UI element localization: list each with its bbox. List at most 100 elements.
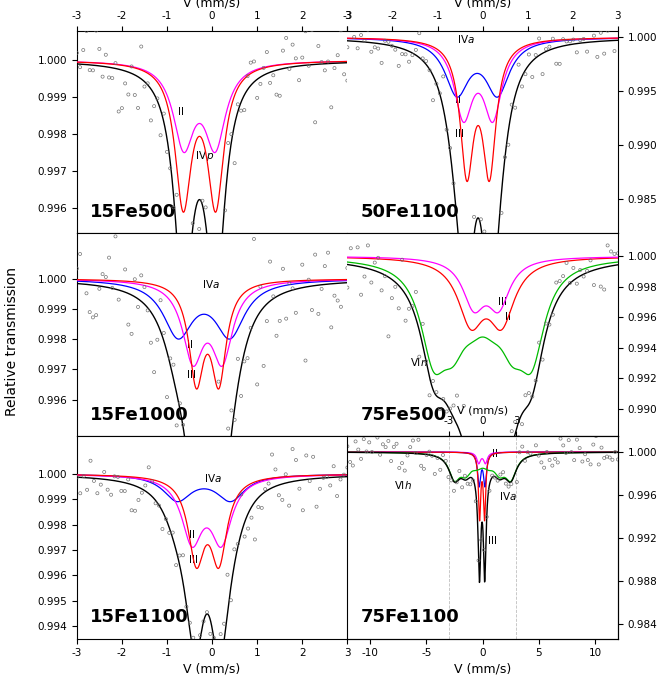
Point bbox=[75, 249, 86, 260]
Point bbox=[489, 273, 500, 284]
Point bbox=[300, 355, 311, 366]
Point bbox=[130, 505, 140, 516]
Point bbox=[200, 486, 211, 497]
Text: n: n bbox=[420, 358, 427, 368]
Point bbox=[157, 524, 168, 535]
Point bbox=[571, 47, 582, 58]
Point bbox=[430, 469, 440, 479]
Point bbox=[287, 283, 298, 294]
Point bbox=[520, 456, 530, 466]
Point bbox=[197, 518, 208, 529]
Point bbox=[527, 391, 538, 402]
Point bbox=[171, 420, 182, 431]
Text: a: a bbox=[215, 474, 221, 484]
Point bbox=[496, 208, 507, 219]
Point bbox=[178, 419, 188, 430]
Point bbox=[345, 242, 356, 253]
Text: a: a bbox=[509, 492, 516, 502]
Point bbox=[509, 490, 520, 501]
Point bbox=[602, 451, 613, 462]
Point bbox=[563, 434, 574, 445]
Point bbox=[588, 439, 599, 450]
Point bbox=[207, 285, 218, 296]
Point bbox=[438, 393, 449, 404]
Point bbox=[369, 430, 380, 441]
Point bbox=[421, 356, 432, 367]
Point bbox=[218, 618, 229, 629]
X-axis label: V (mm/s): V (mm/s) bbox=[457, 406, 508, 415]
Point bbox=[432, 453, 443, 464]
Point bbox=[376, 285, 387, 296]
Point bbox=[236, 489, 246, 500]
Point bbox=[582, 46, 593, 57]
Point bbox=[259, 361, 269, 372]
Text: 15Fe1000: 15Fe1000 bbox=[90, 406, 189, 424]
Point bbox=[578, 33, 589, 44]
Point bbox=[335, 25, 346, 36]
Point bbox=[205, 628, 216, 639]
Point bbox=[178, 550, 188, 561]
Point bbox=[345, 24, 356, 35]
Point bbox=[291, 454, 301, 465]
Point bbox=[385, 456, 396, 466]
Point bbox=[263, 478, 274, 489]
Point bbox=[181, 601, 192, 612]
Point bbox=[284, 64, 295, 74]
Point bbox=[403, 56, 414, 67]
Point bbox=[359, 36, 370, 46]
Point bbox=[393, 303, 404, 313]
Point bbox=[88, 65, 98, 76]
Point bbox=[333, 295, 343, 306]
Point bbox=[394, 462, 405, 473]
Point bbox=[168, 359, 179, 370]
Point bbox=[610, 447, 621, 458]
Point bbox=[361, 446, 372, 457]
Point bbox=[136, 41, 146, 52]
Point bbox=[367, 447, 377, 458]
Point bbox=[339, 213, 349, 224]
Point bbox=[75, 61, 86, 72]
Point bbox=[257, 503, 267, 514]
Point bbox=[252, 379, 263, 390]
Point bbox=[527, 72, 538, 83]
Point bbox=[566, 447, 576, 458]
Point bbox=[242, 70, 253, 81]
Point bbox=[297, 52, 308, 63]
Text: II: II bbox=[505, 312, 511, 322]
Point bbox=[120, 486, 130, 497]
Point bbox=[144, 462, 154, 473]
Point bbox=[184, 281, 195, 292]
Point bbox=[421, 55, 432, 66]
Point bbox=[181, 269, 192, 280]
Point bbox=[150, 498, 161, 509]
Point bbox=[438, 449, 448, 460]
Point bbox=[319, 65, 330, 76]
Point bbox=[390, 281, 401, 292]
Point bbox=[152, 93, 163, 104]
Point bbox=[140, 480, 151, 491]
Point bbox=[273, 490, 284, 501]
Point bbox=[94, 283, 105, 294]
Point bbox=[383, 436, 393, 447]
Point bbox=[596, 442, 607, 453]
Point bbox=[271, 331, 282, 342]
Point bbox=[236, 105, 246, 116]
Point bbox=[379, 270, 390, 281]
Point bbox=[572, 434, 582, 445]
Point bbox=[373, 43, 383, 54]
Point bbox=[484, 486, 495, 497]
Point bbox=[407, 301, 418, 311]
Point bbox=[158, 108, 169, 119]
Point bbox=[142, 305, 153, 316]
Point bbox=[452, 477, 462, 488]
Point bbox=[207, 449, 218, 460]
Text: 15Fe1100: 15Fe1100 bbox=[90, 609, 189, 626]
Point bbox=[530, 50, 541, 61]
Point bbox=[383, 331, 394, 342]
Point bbox=[120, 264, 130, 275]
Point bbox=[462, 292, 472, 303]
Point bbox=[339, 69, 349, 80]
Point bbox=[168, 527, 178, 538]
Point bbox=[613, 454, 623, 465]
X-axis label: V (mm/s): V (mm/s) bbox=[184, 0, 240, 10]
